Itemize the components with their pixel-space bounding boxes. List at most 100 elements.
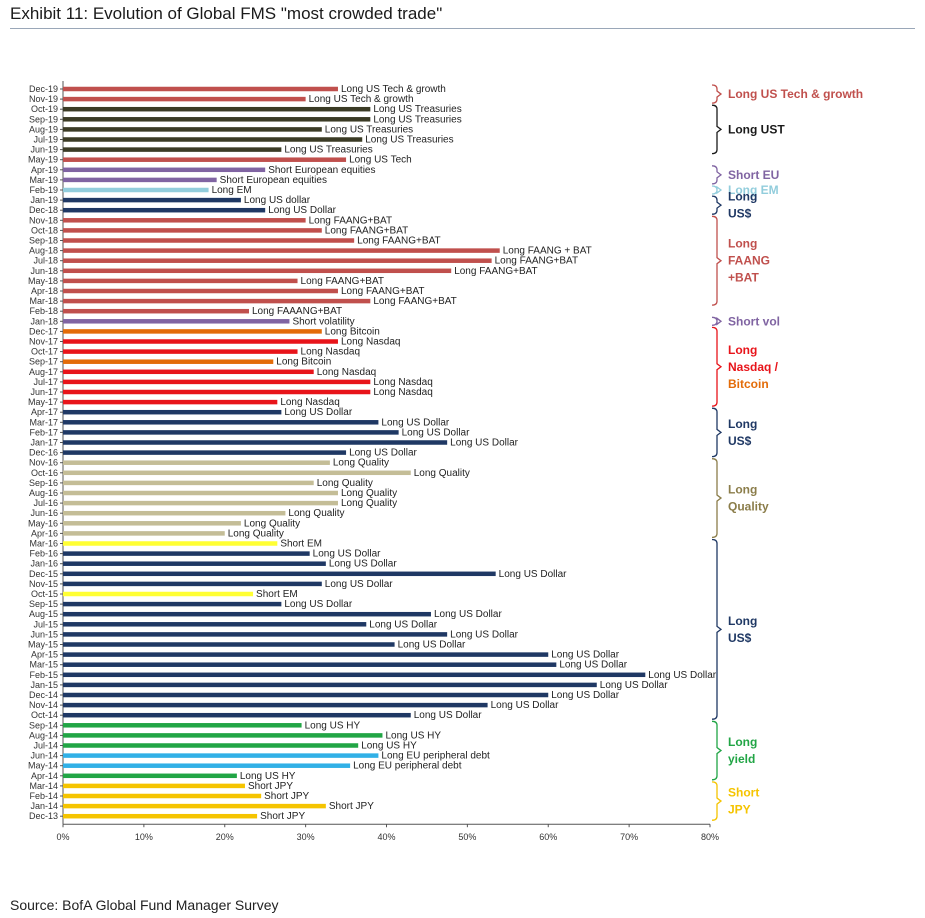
bar-label: Short EM bbox=[256, 589, 298, 600]
y-tick-label: Oct-16 bbox=[31, 468, 58, 478]
bar bbox=[63, 238, 355, 243]
y-tick-label: May-19 bbox=[28, 155, 58, 165]
y-tick-label: Feb-16 bbox=[29, 549, 58, 559]
y-tick-label: Dec-18 bbox=[29, 205, 58, 215]
group-bracket bbox=[711, 104, 723, 155]
group-label: Long bbox=[728, 614, 757, 628]
bar bbox=[63, 521, 241, 526]
group-bracket bbox=[711, 720, 723, 781]
bar bbox=[63, 591, 254, 597]
y-tick-label: Jan-16 bbox=[30, 559, 58, 569]
y-tick-label: May-16 bbox=[28, 518, 58, 528]
y-tick-label: Jun-16 bbox=[30, 508, 58, 518]
bar bbox=[63, 793, 262, 799]
x-tick-label: 0% bbox=[56, 832, 69, 842]
bar-label: Short JPY bbox=[264, 791, 309, 802]
bar-label: Short volatility bbox=[292, 316, 354, 327]
group-label: Quality bbox=[728, 500, 769, 514]
y-tick-label: May-15 bbox=[28, 640, 58, 650]
bar-label: Short EM bbox=[280, 539, 322, 550]
y-tick-label: Mar-16 bbox=[29, 539, 58, 549]
bar bbox=[63, 723, 302, 728]
y-tick-label: Mar-19 bbox=[29, 175, 58, 185]
bar bbox=[63, 773, 237, 779]
group-label: US$ bbox=[728, 631, 752, 645]
bar bbox=[63, 813, 258, 819]
bar-label: Long US Dollar bbox=[450, 438, 518, 449]
bar-label: Long EU peripheral debt bbox=[381, 751, 490, 762]
bar bbox=[63, 379, 371, 385]
bar bbox=[63, 601, 282, 607]
bar bbox=[63, 409, 282, 415]
source-note: Source: BofA Global Fund Manager Survey bbox=[10, 897, 279, 913]
y-tick-label: Jul-19 bbox=[33, 135, 58, 145]
y-tick-label: Dec-19 bbox=[29, 84, 58, 94]
y-tick-label: Nov-15 bbox=[29, 579, 58, 589]
bar bbox=[63, 319, 290, 324]
y-tick-label: Jan-14 bbox=[30, 801, 58, 811]
bar-label: Long Quality bbox=[333, 458, 389, 469]
bar bbox=[63, 86, 338, 92]
y-tick-label: Oct-17 bbox=[31, 347, 58, 357]
y-tick-label: Jan-17 bbox=[30, 438, 58, 448]
y-tick-label: Oct-19 bbox=[31, 104, 58, 114]
group-label: Long bbox=[728, 237, 757, 251]
x-tick-label: 80% bbox=[701, 832, 719, 842]
y-tick-label: Mar-15 bbox=[29, 660, 58, 670]
bar-label: Long US Dollar bbox=[559, 660, 627, 671]
y-tick-label: Aug-17 bbox=[29, 367, 58, 377]
bar-label: Long US HY bbox=[361, 741, 417, 752]
y-tick-label: Mar-14 bbox=[29, 781, 58, 791]
group-label: Short bbox=[728, 786, 759, 800]
y-tick-label: Feb-19 bbox=[29, 185, 58, 195]
group-label: yield bbox=[728, 752, 755, 766]
y-tick-label: Nov-19 bbox=[29, 94, 58, 104]
bar-label: Long Nasdaq bbox=[317, 367, 377, 378]
y-tick-label: Jul-16 bbox=[33, 498, 58, 508]
bar bbox=[63, 480, 314, 486]
bar bbox=[63, 672, 646, 678]
bar bbox=[63, 228, 322, 233]
bar bbox=[63, 632, 448, 637]
bar bbox=[63, 470, 411, 476]
bar-label: Long Nasdaq bbox=[280, 397, 340, 408]
bar bbox=[63, 157, 347, 162]
bar bbox=[63, 248, 500, 253]
title-divider bbox=[10, 28, 915, 29]
x-tick-label: 50% bbox=[458, 832, 476, 842]
y-tick-label: Oct-15 bbox=[31, 589, 58, 599]
bar bbox=[63, 743, 359, 748]
bar-label: Long FAANG+BAT bbox=[325, 225, 408, 236]
bar-label: Long Quality bbox=[414, 468, 470, 479]
bar-label: Long US Dollar bbox=[268, 205, 336, 216]
bar bbox=[63, 561, 326, 566]
bar bbox=[63, 106, 371, 112]
bar bbox=[63, 187, 209, 193]
bar bbox=[63, 369, 314, 375]
y-tick-label: Nov-16 bbox=[29, 458, 58, 468]
y-tick-label: Dec-14 bbox=[29, 690, 58, 700]
group-label: Long UST bbox=[728, 122, 785, 136]
group-label: Long bbox=[728, 417, 757, 431]
bar-label: Long US HY bbox=[305, 720, 361, 731]
bar bbox=[63, 420, 379, 425]
bar bbox=[63, 440, 448, 445]
x-tick-label: 10% bbox=[135, 832, 153, 842]
bar-label: Long US Dollar bbox=[369, 619, 437, 630]
bar bbox=[63, 450, 347, 455]
y-tick-label: Sep-15 bbox=[29, 599, 58, 609]
bar-label: Long EU peripheral debt bbox=[353, 761, 462, 772]
group-label: Nasdaq / bbox=[728, 360, 779, 374]
y-tick-label: Nov-17 bbox=[29, 337, 58, 347]
y-tick-label: Sep-16 bbox=[29, 478, 58, 488]
bar-label: Long Quality bbox=[317, 478, 373, 489]
y-tick-label: Nov-14 bbox=[29, 700, 58, 710]
group-label: Long bbox=[728, 483, 757, 497]
bar bbox=[63, 510, 286, 516]
bar bbox=[63, 117, 371, 122]
bar-label: Long US Dollar bbox=[491, 700, 559, 711]
x-tick-label: 40% bbox=[377, 832, 395, 842]
bar-label: Long US Dollar bbox=[398, 640, 466, 651]
group-label: Short vol bbox=[728, 314, 780, 328]
